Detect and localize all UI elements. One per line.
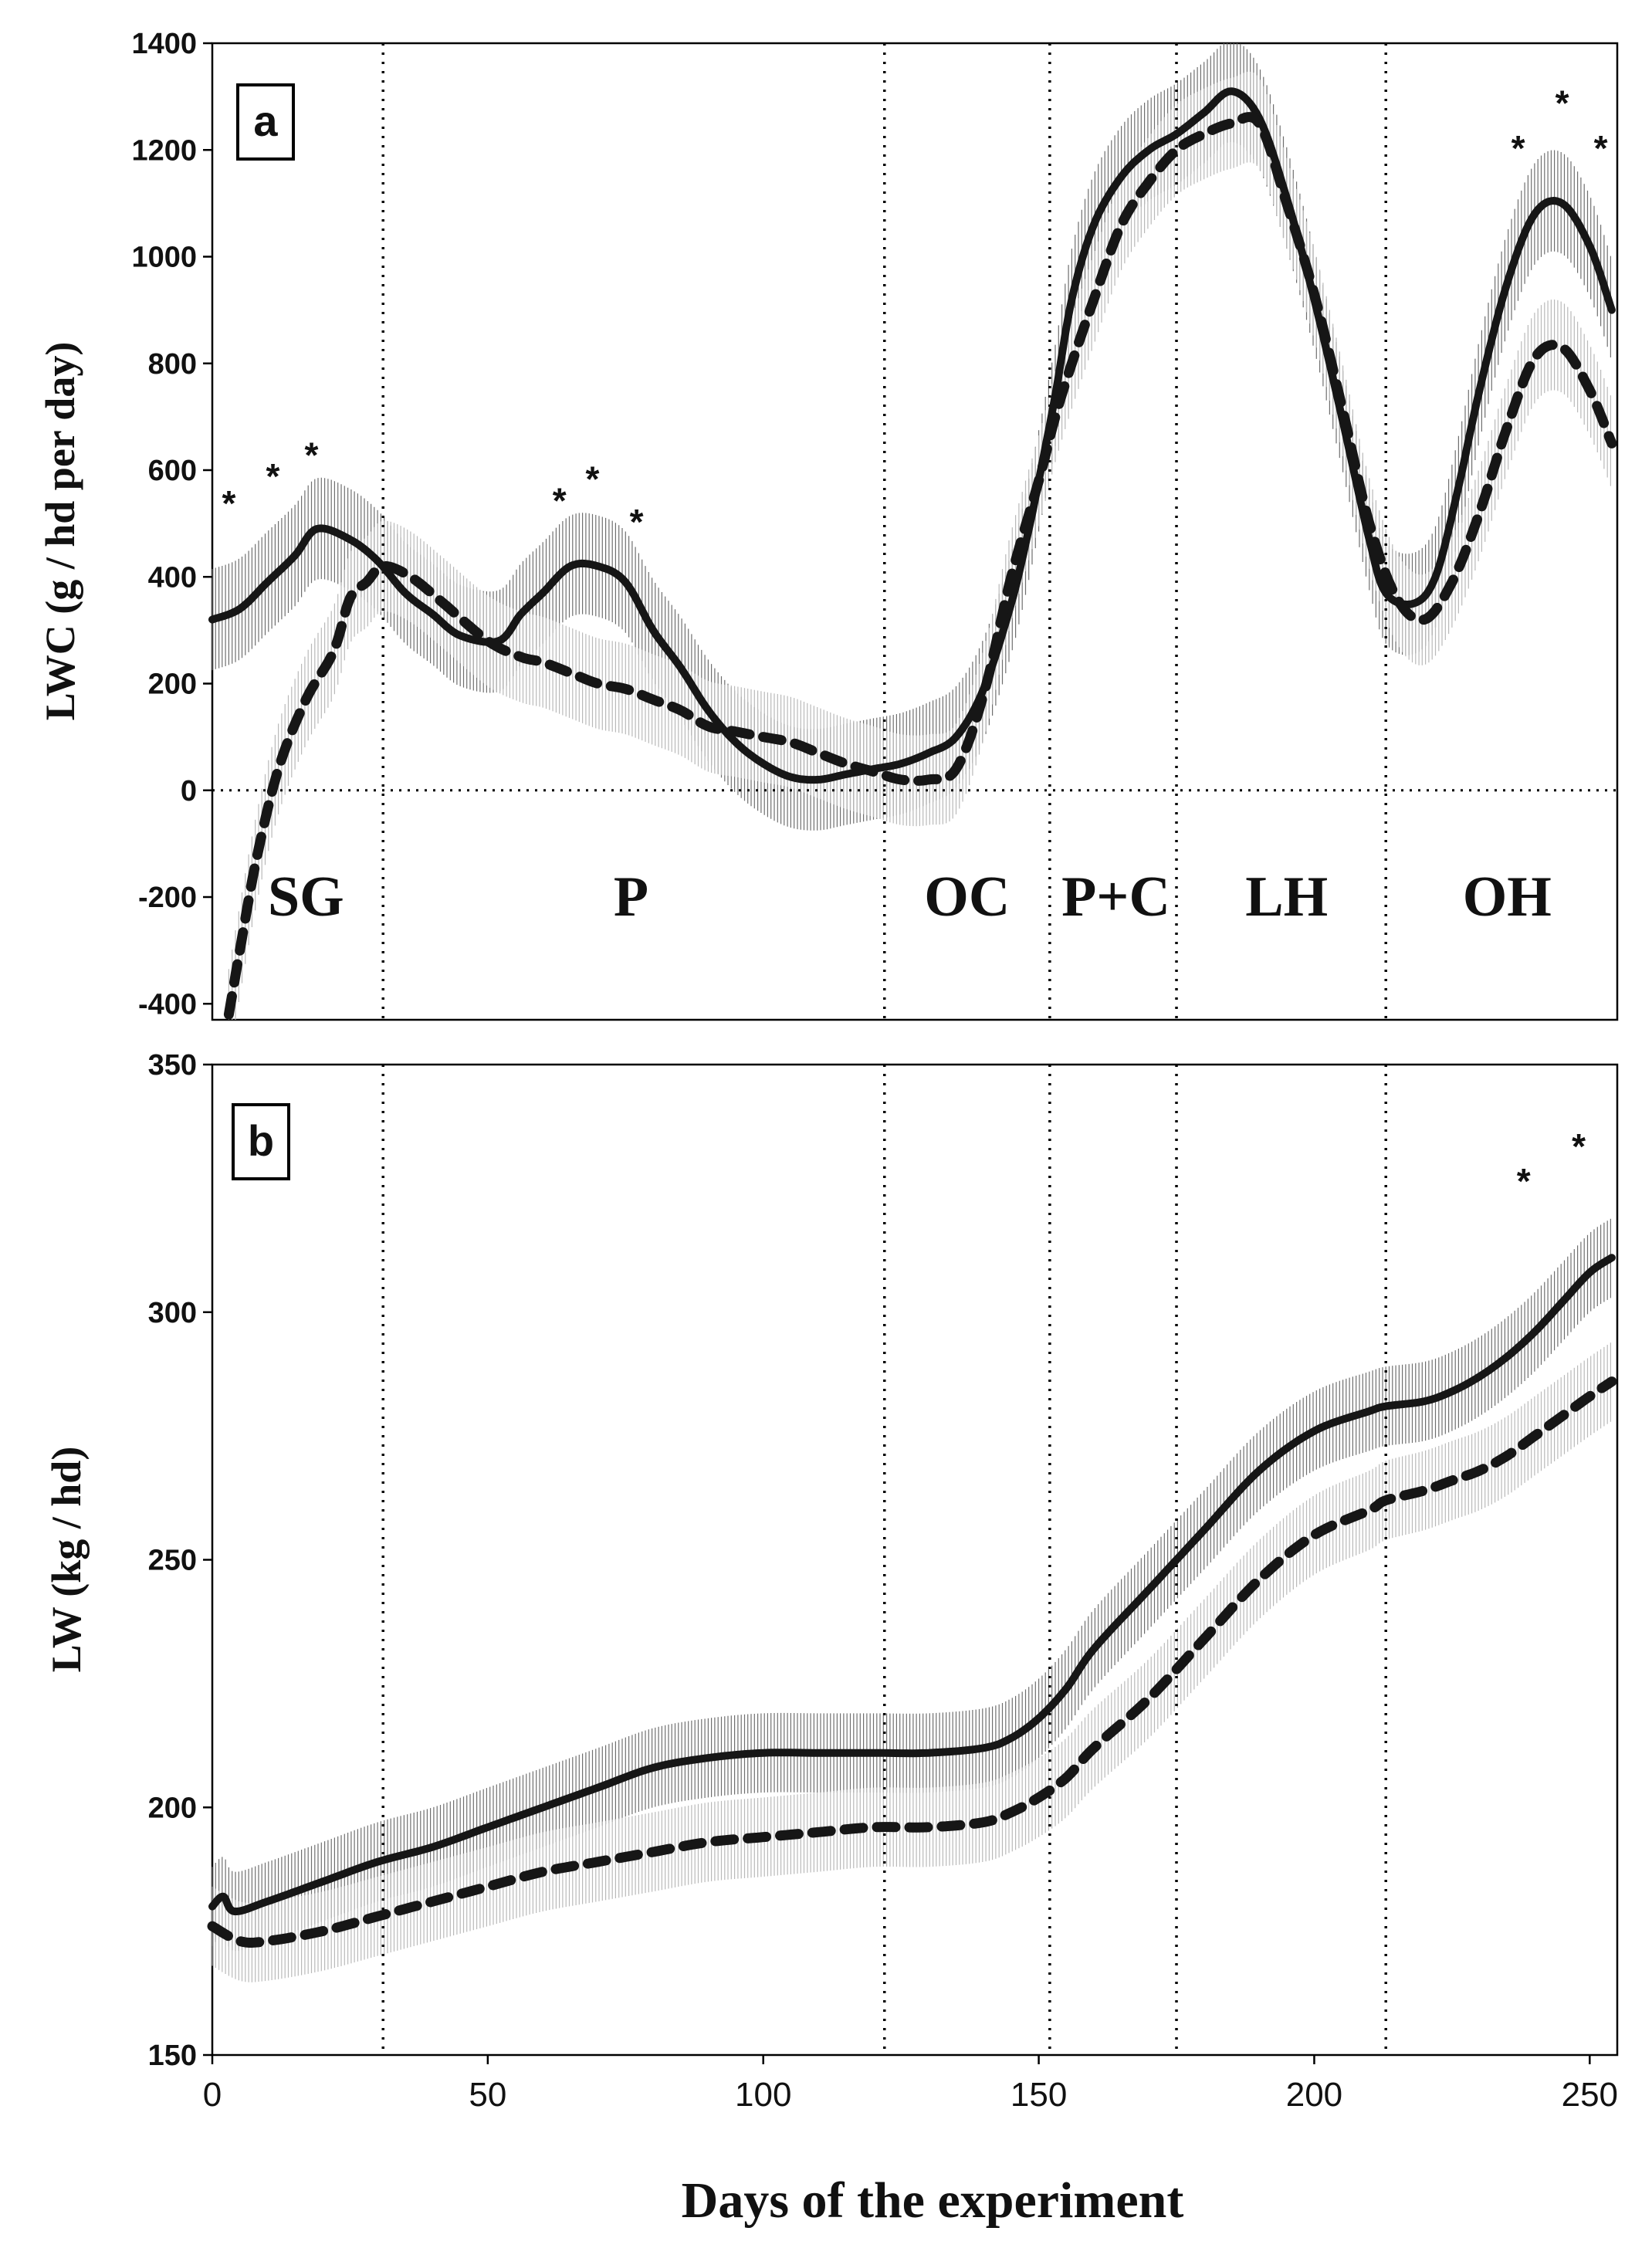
y-tick-label: 600	[148, 455, 197, 487]
x-tick-label: 200	[1286, 2076, 1342, 2114]
panel-b-series-lines	[207, 1254, 1617, 1948]
panel-a-frame	[211, 42, 1619, 1021]
x-tick-label: 100	[735, 2076, 791, 2114]
panel-b-letter: b	[248, 1116, 274, 1165]
significance-marker: *	[586, 459, 600, 499]
significance-marker: *	[1556, 83, 1569, 123]
y-tick-label: 1400	[131, 28, 197, 60]
y-tick-label: 400	[148, 561, 197, 594]
significance-marker: *	[553, 480, 567, 520]
significance-marker: *	[1594, 128, 1608, 168]
significance-marker: *	[305, 435, 319, 476]
significance-marker: *	[1517, 1161, 1531, 1201]
panel-b-letter-box: b	[232, 1103, 290, 1180]
significance-marker: *	[266, 456, 280, 496]
phase-label-oc: OC	[924, 865, 1010, 929]
x-tick-label: 50	[469, 2076, 506, 2114]
phase-label-oh: OH	[1463, 865, 1552, 929]
panel-a: * * * * * * * * * -400 -200 0 200 400 600 800 1000 1200 1…	[37, 28, 1619, 1021]
phase-label-lh: LH	[1245, 865, 1328, 929]
panel-b-phase-boundaries	[381, 1065, 1387, 2055]
panel-b-significance-markers: **	[1517, 1126, 1586, 1201]
y-tick-label: -200	[138, 882, 197, 914]
panel-a-phase-boundaries	[381, 43, 1387, 1020]
panel-a-confidence-bands	[212, 43, 1611, 1020]
y-tick-label: 1200	[131, 134, 197, 167]
y-tick-label: 800	[148, 348, 197, 381]
phase-labels: SG P OC P+C LH OH	[268, 865, 1552, 929]
x-axis-ticks: 0 50 100 150 200 250	[203, 2055, 1618, 2114]
significance-marker: *	[222, 483, 235, 523]
panel-b-frame	[211, 1063, 1619, 2057]
panel-a-significance-markers: * * * * * * * * *	[222, 83, 1607, 542]
significance-marker: *	[1512, 128, 1525, 168]
panel-b-confidence-bands	[212, 1218, 1611, 1982]
significance-marker: *	[1572, 1126, 1586, 1166]
x-tick-label: 150	[1010, 2076, 1067, 2114]
y-tick-label: 0	[181, 775, 197, 807]
series-line-solid	[208, 1254, 1616, 1915]
x-axis-label: Days of the experiment	[682, 2172, 1184, 2229]
panel-a-y-axis-label: LWC (g / hd per day)	[37, 342, 83, 721]
panel-b-y-axis-label: LW (kg / hd)	[43, 1447, 90, 1673]
panel-a-series-lines	[208, 87, 1617, 1020]
significance-marker: *	[630, 502, 644, 542]
x-tick-label: 0	[203, 2076, 222, 2114]
y-tick-label: 200	[148, 669, 197, 701]
panel-a-letter-frame	[236, 83, 295, 161]
y-tick-label: 1000	[131, 242, 197, 274]
series-line-dashed	[223, 112, 1617, 1020]
panel-a-letter: a	[253, 96, 278, 145]
y-tick-label: 150	[148, 2040, 197, 2072]
y-tick-label: 300	[148, 1297, 197, 1329]
panel-b-letter-frame	[232, 1103, 290, 1180]
panel-b-y-ticks: 150 200 250 300 350	[148, 1049, 212, 2072]
y-tick-label: 200	[148, 1792, 197, 1824]
phase-label-p-c: P+C	[1061, 865, 1170, 929]
phase-label-sg: SG	[268, 865, 344, 929]
y-tick-label: -400	[138, 988, 197, 1021]
series-line-solid	[208, 87, 1616, 784]
phase-label-p: P	[614, 865, 648, 929]
series-line-dashed	[207, 1376, 1617, 1948]
x-tick-label: 250	[1562, 2076, 1618, 2114]
y-tick-label: 350	[148, 1049, 197, 1082]
panel-a-letter-box: a	[236, 83, 295, 161]
panel-a-y-ticks: -400 -200 0 200 400 600 800 1000 1200 1400	[131, 28, 212, 1021]
y-tick-label: 250	[148, 1545, 197, 1577]
